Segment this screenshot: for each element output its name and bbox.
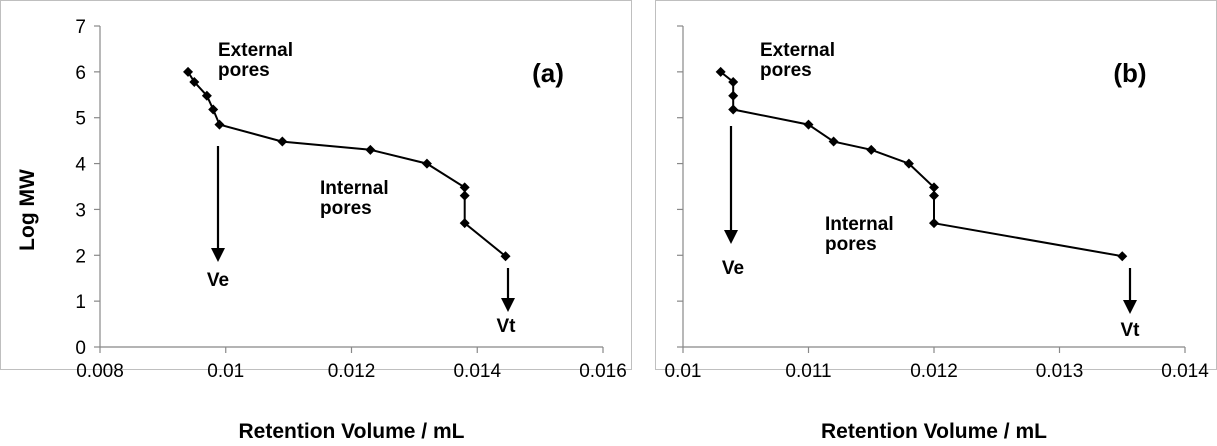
panel-b-x-tick-label: 0.013 [1036,361,1084,382]
panel-a-panel-label: (a) [532,58,564,88]
panel-a-x-tick-label: 0.008 [76,361,124,382]
panel-b-data-point [728,90,739,101]
panel-a-data-point [183,66,194,77]
panel-b-data-point [903,158,914,169]
panel-a-data-point [459,218,470,229]
panel-a-external-label-line1: External [218,40,293,61]
panel-a-x-tick-label: 0.01 [207,361,244,382]
panel-b-x-tick-label: 0.014 [1161,361,1209,382]
panel-a-y-tick-label: 5 [75,109,86,130]
panel-a-x-tick-label: 0.014 [453,361,501,382]
panel-a-data-point [365,144,376,155]
panel-a-data-point [421,158,432,169]
panel-a-y-tick-label: 2 [75,246,86,267]
panel-b-data-point [728,104,739,115]
panel-a-y-tick-label: 1 [75,292,86,313]
panel-a-vt-arrow-head [501,298,515,312]
panel-a-data-point [459,190,470,201]
panel-b-data-point [728,76,739,87]
panel-b-panel-label: (b) [1113,58,1146,88]
panel-b-data-point [929,218,939,229]
panel-a-y-tick-label: 7 [75,17,86,38]
panel-b-data-point [929,190,939,201]
panel-a-x-tick-label: 0.016 [579,361,627,382]
panel-b-chart: 0.01 0.011 0.012 0.013 0.014 Retention Volume… [655,0,1217,443]
panel-b-data-point [803,119,814,130]
panel-a-data-point [459,182,470,193]
panel-b-external-label-line2: pores [760,60,812,81]
panel-a-x-axis-title: Retention Volume / mL [239,420,465,443]
panel-b-series-line [719,71,1123,258]
panel-b-internal-label-line2: pores [825,234,877,255]
panel-a-series-line [187,71,507,257]
panel-b-x-tick-label: 0.01 [665,361,702,382]
panel-b-data-point [866,144,877,155]
panel-a-y-tick-label: 0 [75,338,86,359]
panel-b-data-point [715,66,726,77]
panel-b-data-point [1117,251,1128,262]
panel-b-data-point [828,136,839,147]
panel-a-internal-label-line1: Internal [320,178,389,199]
panel-a-y-tick-label: 3 [75,200,86,221]
panel-a-data-point [277,136,288,147]
panel-a-frame [0,0,632,370]
panel-a-x-tick-label: 0.012 [328,361,376,382]
panel-b-vt-label: Vt [1121,320,1141,341]
panel-b-data-point [929,182,939,193]
y-axis-title: Log MW [16,169,39,251]
panel-a-chart: 0.008 0.01 0.012 0.014 0.016 0 1 2 3 4 5 6 7 Retentio… [0,0,632,443]
panel-b-x-tick-label: 0.012 [910,361,958,382]
panel-a-external-label-line2: pores [218,60,270,81]
panel-a-data-point [208,104,219,115]
panel-a-vt-label: Vt [497,316,517,337]
panel-a-y-tick-label: 4 [75,155,86,176]
panel-a-y-tick-label: 6 [75,63,86,84]
panel-b-ve-arrow-head [724,230,738,244]
panel-b-x-tick-label: 0.011 [785,361,831,382]
panel-a-data-point [214,119,225,130]
panel-b-x-axis-title: Retention Volume / mL [821,420,1047,443]
panel-b-ve-label: Ve [722,258,744,279]
panel-a-ve-label: Ve [207,270,229,291]
panel-a-ve-arrow-head [211,248,225,262]
panel-b-vt-arrow-head [1123,300,1137,314]
panel-b-internal-label-line1: Internal [825,214,894,235]
panel-a-data-point [189,76,200,87]
panel-b-external-label-line1: External [760,40,835,61]
panel-a-data-point [500,251,511,262]
panel-a-data-point [201,90,212,101]
panel-a-internal-label-line2: pores [320,198,372,219]
